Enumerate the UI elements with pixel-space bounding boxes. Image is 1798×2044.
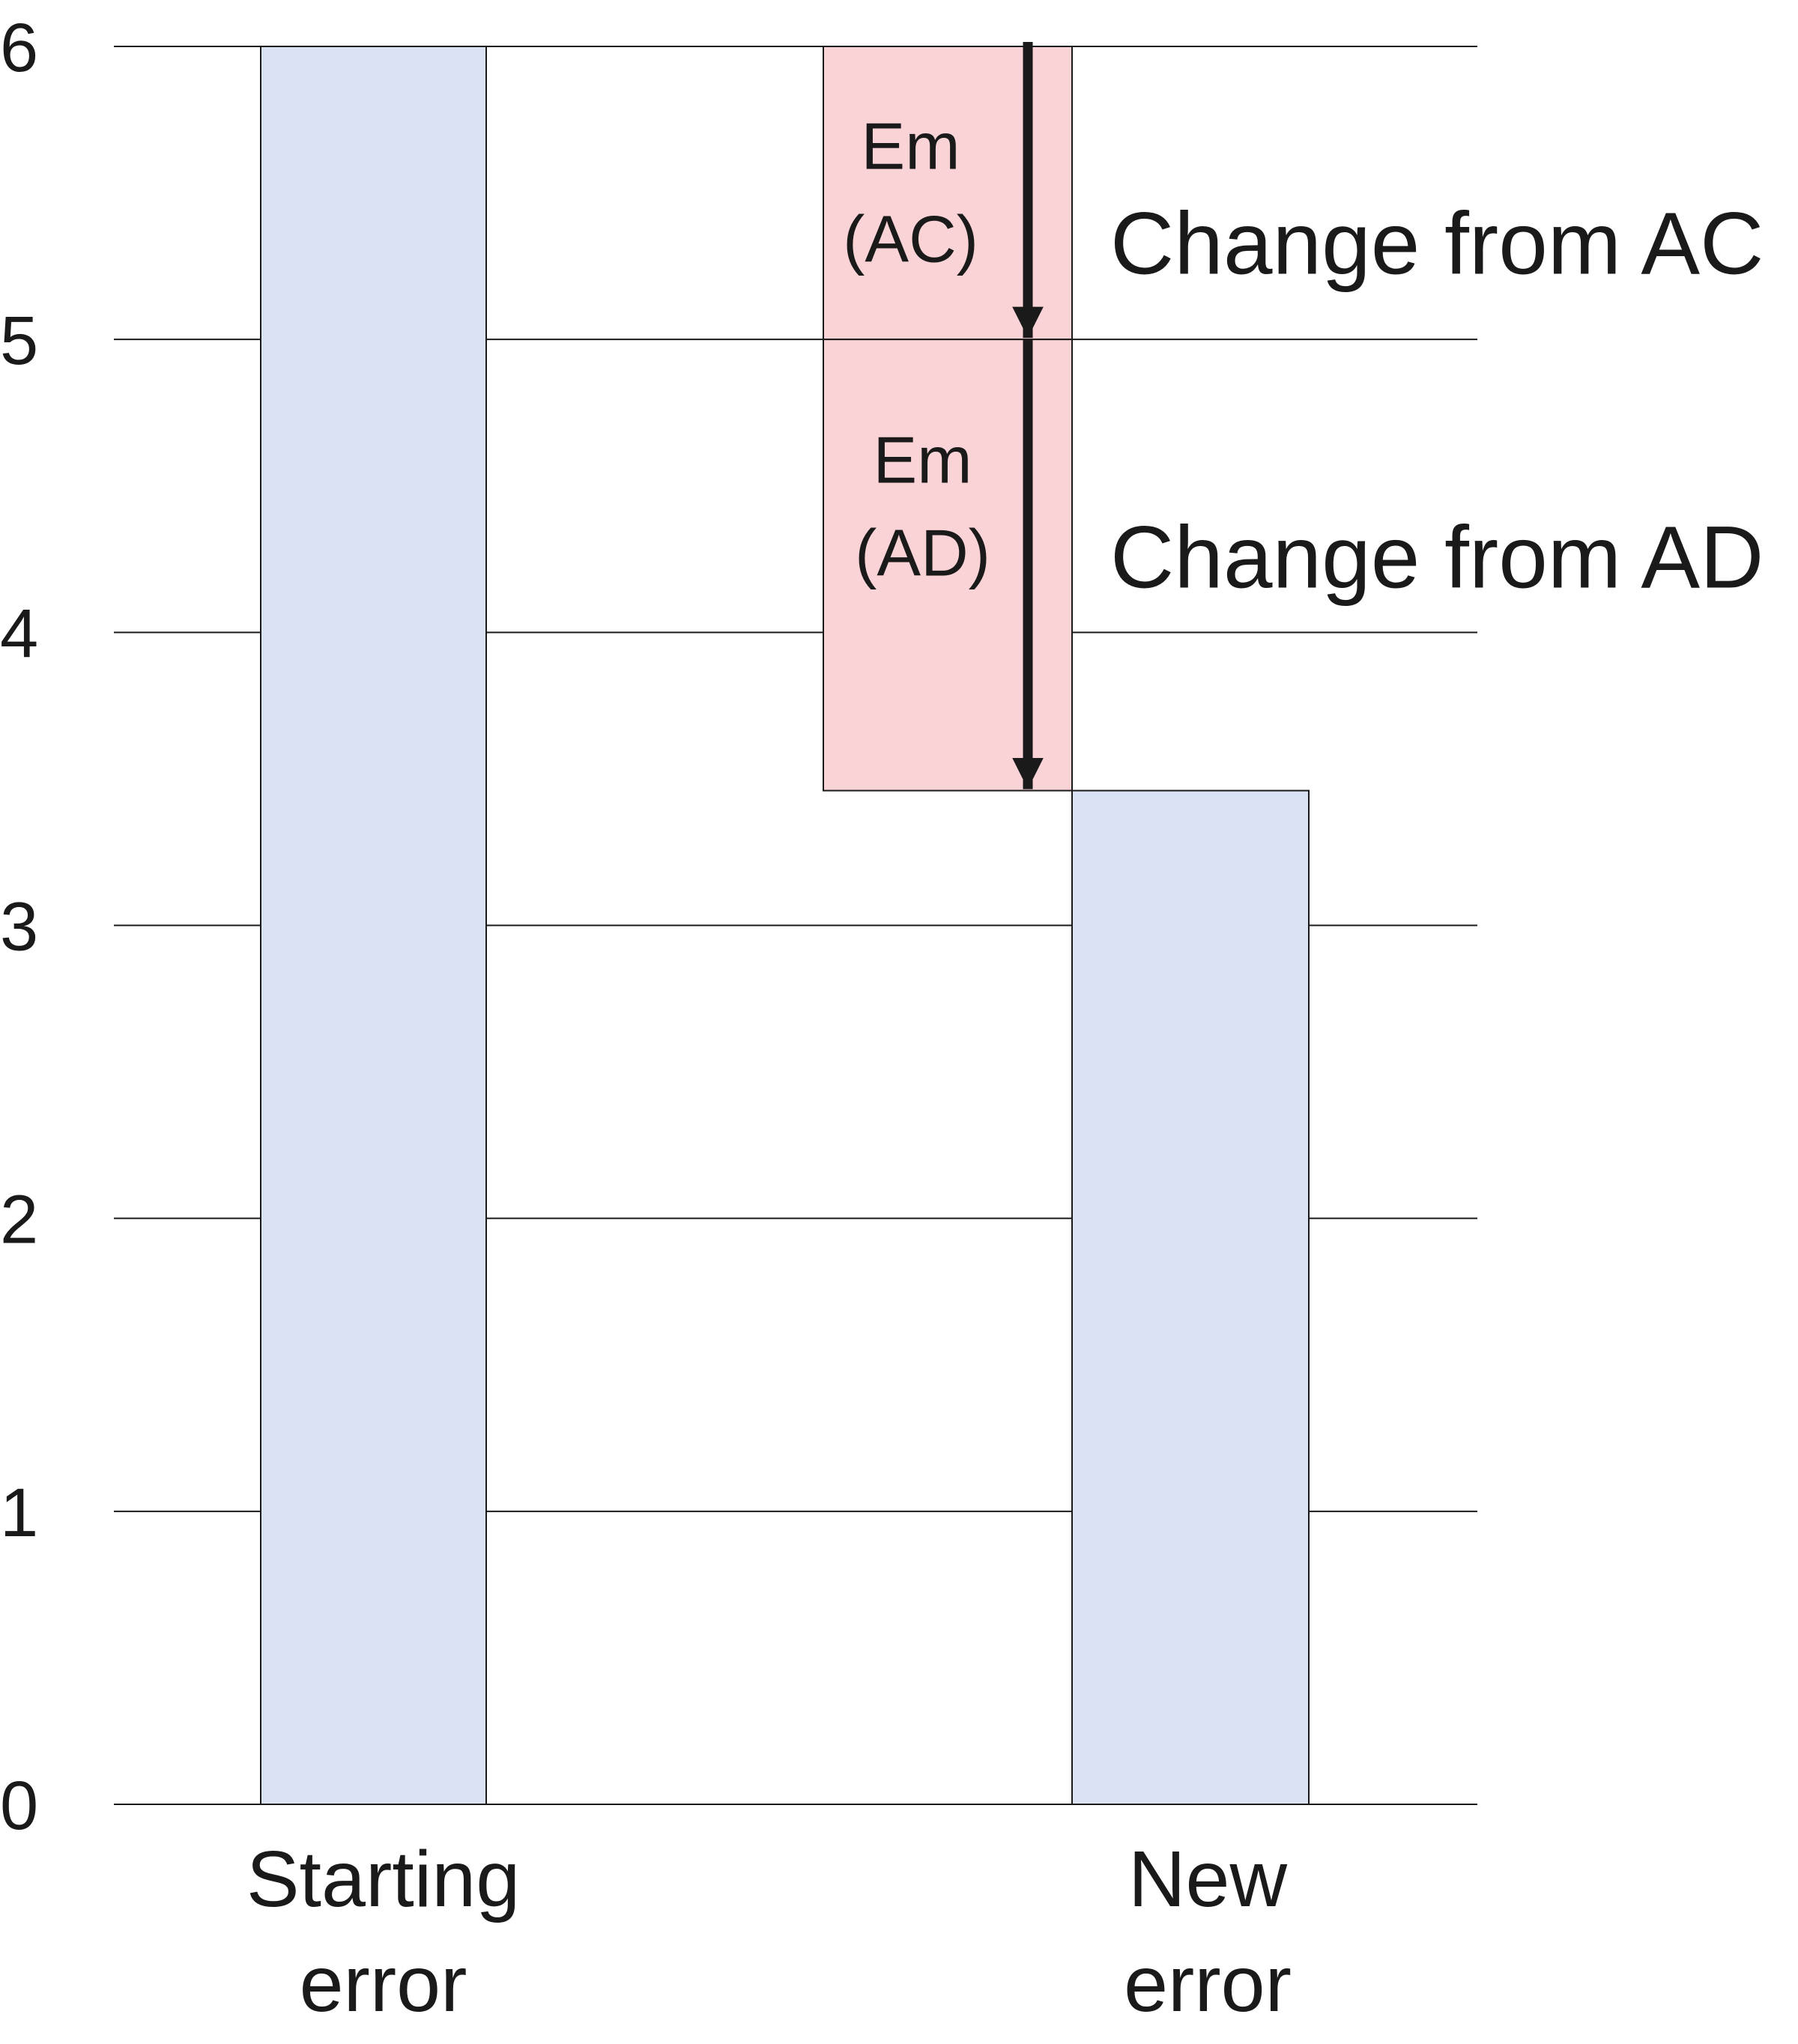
category-label-2-line1: New [1128,1835,1288,1923]
category-label-1-line1: Starting [246,1835,520,1923]
change-label-2-line2: (AD) [855,515,990,589]
y-tick-label-3: 3 [0,889,38,965]
category-label-1-line2: error [300,1940,467,2028]
y-tick-label-6: 6 [0,10,38,86]
labels: 0 1 2 3 4 5 6 Em (AC) Change from AC Em (AD) Change … [0,10,1764,2028]
y-tick-label-5: 5 [0,303,38,379]
change-label-1-line2: (AC) [843,202,978,276]
y-tick-label-4: 4 [0,595,38,672]
bar-new-error [1071,789,1310,1805]
change-label-1-line1: Em [862,109,960,184]
bars [260,46,1310,1805]
y-tick-label-1: 1 [0,1475,38,1551]
annotation-2: Change from AD [1110,508,1764,607]
bar-starting-error [260,46,487,1805]
change-segment-1 [823,46,1073,341]
category-label-2-line2: error [1124,1940,1292,2028]
y-tick-label-0: 0 [0,1768,38,1844]
change-label-2-line1: Em [874,422,972,497]
annotation-1: Change from AC [1110,195,1764,294]
y-tick-label-2: 2 [0,1182,38,1258]
